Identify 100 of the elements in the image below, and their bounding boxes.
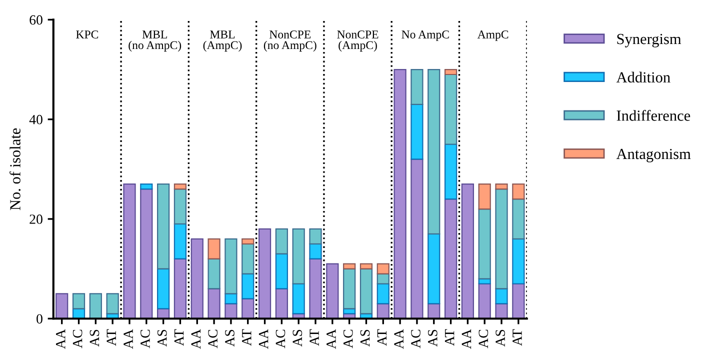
annotation: KPC [76,30,98,38]
bar [275,228,288,254]
x-tick-label: AC [343,330,353,348]
bar [275,288,288,319]
bar [478,208,491,280]
annotation: MBL (AmpC) [203,30,242,52]
legend-label: Synergism [617,34,682,48]
bar [174,258,187,319]
bar [326,263,339,319]
bar [174,188,187,225]
bar [512,184,525,200]
bar [512,238,525,284]
y-tick-label: 40 [29,114,42,124]
bar [309,228,322,244]
x-tick-label: AA [258,329,268,349]
bar [208,238,220,260]
bar [123,184,136,319]
x-tick-label: AC [140,330,150,348]
x-tick-label: AT [242,329,252,346]
bar [343,268,356,310]
x-tick-label: AA [124,329,133,349]
bar [242,243,254,274]
bar [410,158,424,319]
bar [224,238,238,294]
bar [208,258,220,290]
x-tick-label: AS [428,330,438,347]
y-tick-label: 60 [30,15,42,25]
x-tick-label: AT [310,329,319,346]
y-tick-label: 0 [36,314,42,324]
x-tick-label: AT [444,329,454,346]
bar [360,263,373,270]
bar [360,268,373,314]
bar [478,283,491,319]
bar [444,198,458,319]
bar [224,303,238,319]
x-tick-label: AS [157,330,167,347]
x-tick-label: AA [191,329,200,349]
bar [275,253,288,290]
x-tick-label: AA [56,329,66,349]
x-tick-label: AA [394,329,404,349]
bar [56,293,68,319]
x-tick-label: AC [478,330,488,348]
bar [292,228,305,284]
x-tick-label: AS [225,330,234,347]
bar [376,283,390,304]
x-tick-label: AS [90,330,100,347]
bar [106,293,119,314]
legend-label: Addition [616,72,670,83]
y-axis-title: No. of isolate [10,128,20,210]
annotation: No AmpC [402,30,449,41]
bar [512,198,525,240]
bar [410,68,424,105]
bar [258,228,272,319]
bar [89,293,102,319]
x-tick-label: AS [292,330,302,347]
x-tick-label: AA [462,329,472,349]
annotation: AmpC [477,30,508,41]
bar [410,104,424,160]
bar [495,188,508,290]
bar [174,184,187,190]
bar [376,263,390,274]
y-tick-label: 20 [30,214,42,224]
x-tick-label: AT [106,329,116,346]
x-tick-label: AT [512,329,522,346]
bar [376,273,390,284]
bar [428,68,440,234]
bar [242,273,254,300]
bar [190,238,204,319]
bar [208,288,220,319]
bar [140,188,153,319]
annotation: NonCPE (no AmpC) [264,30,316,52]
bar [495,303,508,319]
bar [444,68,458,76]
bar [428,233,440,304]
bar [157,184,170,270]
bar [461,184,474,319]
bar [242,298,254,319]
x-tick-label: AT [174,329,184,346]
x-tick-label: AC [208,330,218,348]
legend-label: Indifference [616,110,690,121]
bar [309,258,322,319]
annotation: MBL (no AmpC) [128,30,182,52]
bar [343,263,356,270]
bar [495,184,508,190]
bar [478,184,491,210]
x-tick-label: AC [72,330,82,348]
bar [174,223,187,260]
bar [444,74,458,145]
bar [140,184,153,190]
bar [292,283,305,314]
bar [157,268,170,310]
x-tick-label: AS [360,330,370,347]
x-tick-label: AA [326,329,336,349]
bar [394,68,406,319]
x-tick-label: AT [377,329,386,346]
bar [309,243,322,260]
bar [495,288,508,304]
x-tick-label: AS [496,330,505,347]
legend-label: Antagonism [616,148,691,162]
bar [444,144,458,200]
